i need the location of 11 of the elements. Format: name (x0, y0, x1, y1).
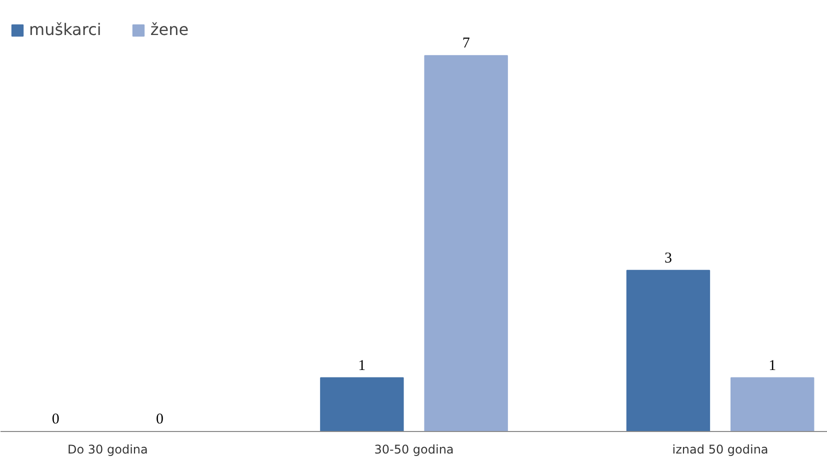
data-label: 3 (664, 250, 672, 266)
data-label: 0 (156, 412, 164, 428)
x-tick-label: iznad 50 godina (672, 442, 768, 456)
data-label: 1 (358, 358, 366, 374)
legend-label: muškarci (29, 20, 102, 39)
data-label: 0 (52, 412, 60, 428)
data-label: 1 (768, 358, 776, 374)
x-tick-label: 30-50 godina (374, 442, 454, 456)
data-label: 7 (462, 36, 470, 52)
x-tick-label: Do 30 godina (68, 442, 148, 456)
legend-label: žene (150, 20, 189, 39)
